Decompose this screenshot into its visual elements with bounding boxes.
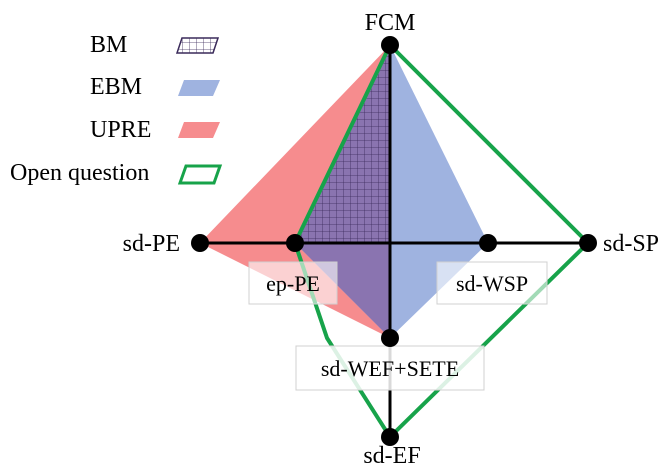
node-sd-wsp — [479, 234, 497, 252]
sd-pe-label: sd-PE — [123, 231, 180, 257]
legend-open-question-swatch — [177, 164, 223, 185]
ep-pe-label-box: ep-PE — [248, 261, 338, 305]
ep-pe-label: ep-PE — [266, 271, 320, 296]
sd-wef-sete-label-box: sd-WEF+SETE — [295, 345, 485, 391]
node-ep-pe — [286, 234, 304, 252]
node-sd-ef — [381, 428, 399, 446]
node-fcm — [381, 36, 399, 54]
fcm-label: FCM — [365, 10, 416, 36]
legend-bm-label: BM — [90, 32, 127, 58]
legend-upre-label: UPRE — [90, 117, 151, 143]
legend-ebm-swatch — [178, 80, 220, 96]
legend-open-question-label: Open question — [10, 160, 149, 186]
legend-bm-swatch — [175, 37, 220, 54]
legend-ebm-label: EBM — [90, 74, 142, 100]
sd-wef-sete-label: sd-WEF+SETE — [321, 356, 459, 381]
sd-wsp-label: sd-WSP — [456, 271, 528, 296]
sd-sp-label: sd-SP — [603, 231, 659, 257]
legend-upre-swatch — [178, 122, 220, 138]
node-sd-sp — [579, 234, 597, 252]
sd-ef-label: sd-EF — [363, 443, 420, 465]
node-sd-pe — [191, 234, 209, 252]
legend: BM EBM UPRE Open question — [10, 32, 223, 186]
sd-wsp-label-box: sd-WSP — [436, 261, 548, 305]
node-sd-wef-sete — [381, 329, 399, 347]
